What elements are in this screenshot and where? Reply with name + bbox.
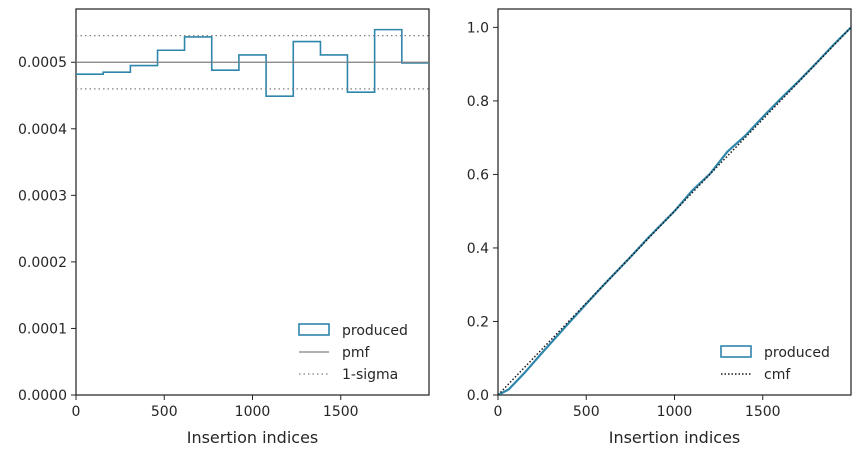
cmf-line	[498, 26, 851, 395]
y-tick-label: 0.0002	[18, 255, 67, 271]
legend-label: 1-sigma	[342, 367, 398, 383]
legend-label: produced	[764, 345, 830, 361]
y-tick-label: 0.2	[467, 314, 489, 330]
x-tick-label: 500	[151, 404, 178, 420]
x-tick-label: 1000	[235, 404, 271, 420]
legend-swatch-produced	[298, 323, 330, 336]
series-produced-cumulative	[498, 26, 851, 395]
y-tick-label: 0.0004	[18, 122, 67, 138]
y-tick-label: 0.6	[467, 167, 489, 183]
y-tick-label: 0.0005	[18, 55, 67, 71]
x-tick-label: 500	[573, 404, 600, 420]
plot-frame	[497, 8, 852, 396]
data-layer	[498, 26, 851, 395]
y-tick-label: 0.4	[467, 241, 489, 257]
y-tick-label: 0.0	[467, 388, 489, 404]
x-tick-label: 0	[72, 404, 81, 420]
legend-label: pmf	[342, 345, 371, 361]
y-tick-label: 0.0000	[18, 388, 67, 404]
legend-label: produced	[342, 323, 408, 339]
y-tick-label: 0.0003	[18, 188, 67, 204]
legend-swatch-produced	[720, 345, 752, 358]
y-tick-label: 0.0001	[18, 321, 67, 337]
left-chart-panel: 0.0000 0.0001 0.0002 0.0003 0.0004 0.0005 0 500…	[18, 8, 430, 447]
x-axis-label: Insertion indices	[609, 428, 741, 447]
data-layer	[76, 28, 429, 97]
series-produced-step	[76, 28, 429, 97]
x-tick-label: 1000	[657, 404, 693, 420]
y-tick-label: 1.0	[467, 20, 489, 36]
y-tick-label: 0.8	[467, 94, 489, 110]
x-tick-label: 1500	[323, 404, 359, 420]
x-tick-label: 1500	[745, 404, 781, 420]
x-tick-label: 0	[494, 404, 503, 420]
x-axis-label: Insertion indices	[187, 428, 319, 447]
legend-label: cmf	[764, 367, 791, 383]
right-chart-panel: 0.0 0.2 0.4 0.6 0.8 1.0 0 500 1000 1500Insertion …	[467, 8, 852, 447]
